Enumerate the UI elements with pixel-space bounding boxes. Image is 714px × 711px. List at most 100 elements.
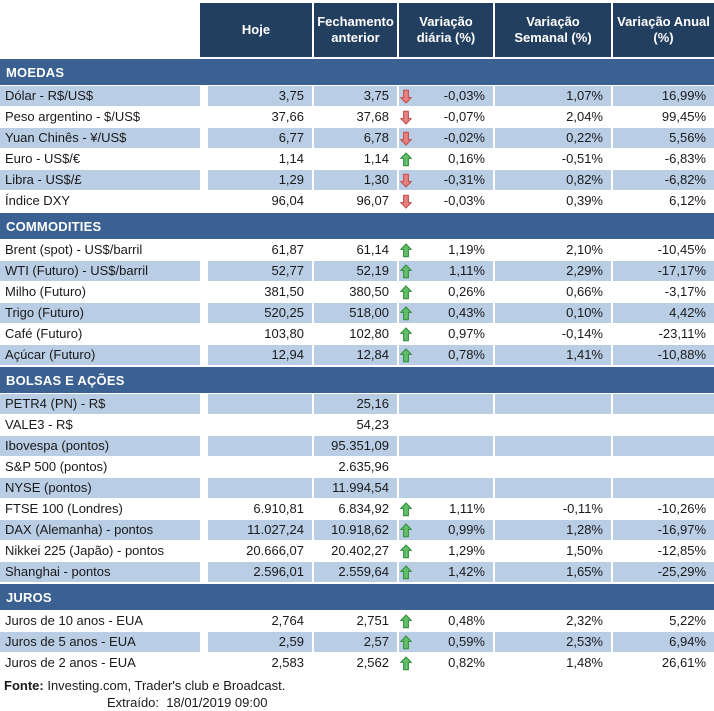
cell-fechamento-anterior: 2,57 (312, 632, 397, 652)
cell-variacao-semanal: -0,11% (493, 499, 611, 519)
column-gutter (200, 394, 206, 414)
cell-variacao-semanal: 1,41% (493, 345, 611, 365)
cell-variacao-anual: -10,26% (611, 499, 714, 519)
arrow-up-icon (400, 326, 414, 342)
table-row: VALE3 - R$ 54,23 (0, 415, 714, 435)
cell-hoje (206, 415, 312, 435)
cell-variacao-anual: 5,22% (611, 611, 714, 631)
cell-variacao-semanal (493, 415, 611, 435)
variacao-diaria-value: -0,03% (443, 193, 485, 208)
cell-variacao-diaria: 1,11% (397, 261, 493, 281)
row-label: S&P 500 (pontos) (0, 457, 200, 477)
cell-variacao-diaria (397, 394, 493, 414)
cell-variacao-anual: -17,17% (611, 261, 714, 281)
variacao-diaria-value: 0,48% (448, 613, 485, 628)
cell-fechamento-anterior: 96,07 (312, 191, 397, 211)
cell-fechamento-anterior: 1,14 (312, 149, 397, 169)
cell-fechamento-anterior: 10.918,62 (312, 520, 397, 540)
arrow-up-icon (400, 634, 414, 650)
arrow-up-icon (400, 543, 414, 559)
cell-variacao-anual: 5,56% (611, 128, 714, 148)
row-label: Juros de 2 anos - EUA (0, 653, 200, 673)
table-row: Ibovespa (pontos) 95.351,09 (0, 436, 714, 456)
table-row: Peso argentino - $/US$ 37,66 37,68 -0,07% 2,… (0, 107, 714, 127)
cell-variacao-semanal (493, 457, 611, 477)
row-label: Ibovespa (pontos) (0, 436, 200, 456)
variacao-diaria-value: 0,59% (448, 634, 485, 649)
variacao-diaria-value: -0,07% (443, 109, 485, 124)
cell-fechamento-anterior: 3,75 (312, 86, 397, 106)
cell-variacao-anual: -10,88% (611, 345, 714, 365)
cell-fechamento-anterior: 12,84 (312, 345, 397, 365)
variacao-diaria-value: 0,26% (448, 284, 485, 299)
variacao-diaria-value: -0,31% (443, 172, 485, 187)
table-row: WTI (Futuro) - US$/barril 52,77 52,19 1,11%… (0, 261, 714, 281)
cell-variacao-semanal: 1,28% (493, 520, 611, 540)
table-row: Juros de 10 anos - EUA 2,764 2,751 0,48% 2,3… (0, 611, 714, 631)
cell-fechamento-anterior: 102,80 (312, 324, 397, 344)
cell-hoje: 3,75 (206, 86, 312, 106)
column-gutter (200, 282, 206, 302)
cell-fechamento-anterior: 52,19 (312, 261, 397, 281)
cell-fechamento-anterior: 54,23 (312, 415, 397, 435)
cell-fechamento-anterior: 95.351,09 (312, 436, 397, 456)
column-gutter (200, 415, 206, 435)
cell-variacao-diaria: 1,42% (397, 562, 493, 582)
cell-variacao-semanal: 1,07% (493, 86, 611, 106)
cell-hoje: 61,87 (206, 240, 312, 260)
section-band: COMMODITIES (0, 213, 714, 239)
cell-variacao-semanal: 0,10% (493, 303, 611, 323)
cell-variacao-anual: 26,61% (611, 653, 714, 673)
cell-hoje: 2,583 (206, 653, 312, 673)
cell-hoje (206, 457, 312, 477)
cell-variacao-anual (611, 394, 714, 414)
cell-variacao-diaria: 0,48% (397, 611, 493, 631)
cell-fechamento-anterior: 380,50 (312, 282, 397, 302)
cell-variacao-diaria: 1,29% (397, 541, 493, 561)
column-gutter (200, 303, 206, 323)
variacao-diaria-value: 0,82% (448, 655, 485, 670)
table-row: Juros de 2 anos - EUA 2,583 2,562 0,82% 1,48… (0, 653, 714, 673)
cell-variacao-diaria: 1,11% (397, 499, 493, 519)
cell-fechamento-anterior: 37,68 (312, 107, 397, 127)
cell-variacao-diaria: -0,03% (397, 86, 493, 106)
row-label: Milho (Futuro) (0, 282, 200, 302)
footer-extracted-label: Extraído: (107, 695, 160, 710)
arrow-up-icon (400, 263, 414, 279)
header-cell-blank (0, 3, 200, 57)
header-cell-fechamento-anterior: Fechamento anterior (312, 3, 397, 57)
row-label: PETR4 (PN) - R$ (0, 394, 200, 414)
cell-variacao-semanal: 2,29% (493, 261, 611, 281)
arrow-up-icon (400, 613, 414, 629)
cell-variacao-diaria: 1,19% (397, 240, 493, 260)
cell-variacao-anual: 6,94% (611, 632, 714, 652)
row-label: Açúcar (Futuro) (0, 345, 200, 365)
arrow-up-icon (400, 522, 414, 538)
cell-variacao-anual: 16,99% (611, 86, 714, 106)
arrow-up-icon (400, 242, 414, 258)
cell-hoje: 12,94 (206, 345, 312, 365)
column-gutter (200, 86, 206, 106)
arrow-down-icon (400, 130, 414, 146)
cell-fechamento-anterior: 6,78 (312, 128, 397, 148)
arrow-up-icon (400, 501, 414, 517)
table-row: PETR4 (PN) - R$ 25,16 (0, 394, 714, 414)
footer-extracted: Extraído: 18/01/2019 09:00 (4, 694, 714, 711)
cell-hoje: 1,29 (206, 170, 312, 190)
variacao-diaria-value: 1,29% (448, 543, 485, 558)
cell-variacao-semanal: 2,10% (493, 240, 611, 260)
table-row: Libra - US$/£ 1,29 1,30 -0,31% 0,82% -6,82% (0, 170, 714, 190)
table-row: FTSE 100 (Londres) 6.910,81 6.834,92 1,11% -… (0, 499, 714, 519)
cell-hoje: 520,25 (206, 303, 312, 323)
cell-variacao-diaria (397, 415, 493, 435)
cell-variacao-anual: 4,42% (611, 303, 714, 323)
cell-variacao-semanal (493, 394, 611, 414)
cell-variacao-anual: -23,11% (611, 324, 714, 344)
variacao-diaria-value: 0,99% (448, 522, 485, 537)
row-label: Shanghai - pontos (0, 562, 200, 582)
row-label: Trigo (Futuro) (0, 303, 200, 323)
table-row: Shanghai - pontos 2.596,01 2.559,64 1,42% 1,… (0, 562, 714, 582)
cell-hoje: 37,66 (206, 107, 312, 127)
cell-variacao-anual: -16,97% (611, 520, 714, 540)
